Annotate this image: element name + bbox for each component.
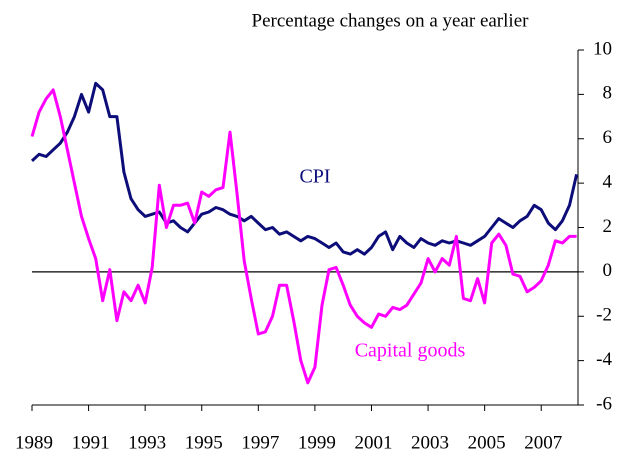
x-tick-label: 2003 <box>411 432 449 453</box>
x-tick-label: 2005 <box>468 432 506 453</box>
y-tick-label: -2 <box>596 305 612 326</box>
series-line <box>30 88 577 385</box>
y-tick-label: 10 <box>593 38 612 59</box>
y-tick-label: 4 <box>603 171 613 192</box>
y-tick-label: 2 <box>603 216 613 237</box>
series-line <box>30 81 579 256</box>
x-tick-label: 1995 <box>185 432 223 453</box>
x-tick-label: 1991 <box>72 432 110 453</box>
y-tick-label: 6 <box>603 127 613 148</box>
y-tick-label: 8 <box>603 83 613 104</box>
x-tick-label: 1989 <box>15 432 53 453</box>
chart-title: Percentage changes on a year earlier <box>252 10 530 31</box>
x-tick-label: 2001 <box>354 432 392 453</box>
series-label: Capital goods <box>355 340 466 362</box>
x-tick-label: 1999 <box>298 432 336 453</box>
series-label: CPI <box>299 166 330 188</box>
x-tick-label: 1997 <box>241 432 279 453</box>
x-tick-label: 1993 <box>128 432 166 453</box>
y-tick-label: 0 <box>603 260 613 281</box>
y-tick-label: -4 <box>596 349 612 370</box>
y-tick-label: -6 <box>596 393 612 414</box>
x-tick-label: 2007 <box>524 432 562 453</box>
